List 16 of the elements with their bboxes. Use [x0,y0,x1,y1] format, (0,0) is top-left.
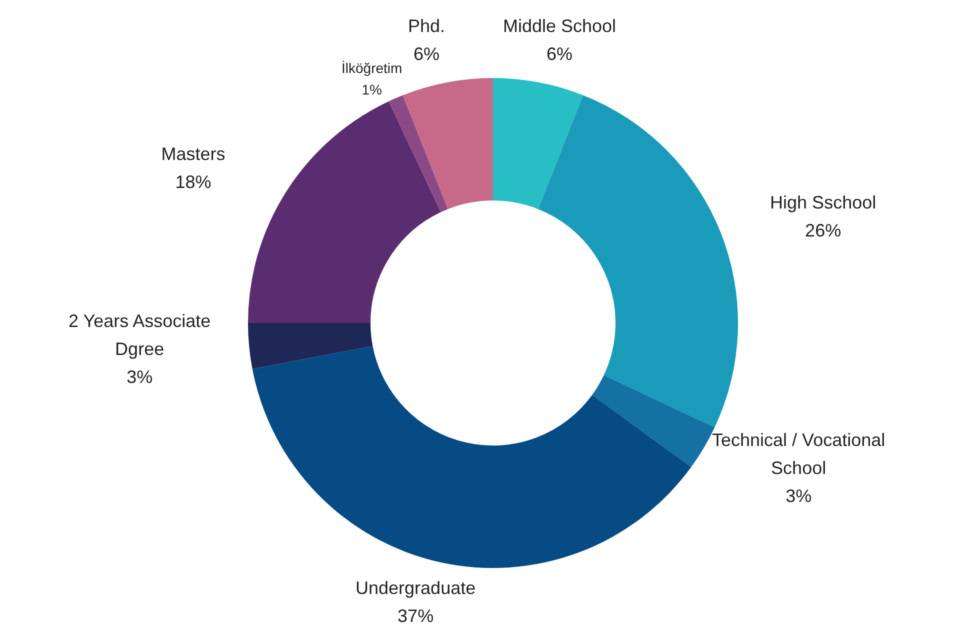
data-label: 3% [786,486,812,506]
slice-label: Technical / Vocational School [712,430,886,478]
slice-label: 2 Years Associate Dgree [68,311,211,359]
data-label: 18% [175,172,212,192]
slice-label: İlköğretim [342,60,402,76]
data-label: 26% [805,220,842,240]
data-label: 1% [362,82,382,98]
data-label: 6% [546,44,573,64]
slice-label: Middle School [502,16,616,36]
slice-label: Undergraduate [356,578,476,598]
slice-label: Masters [161,144,226,164]
slice-label: High Sschool [770,192,876,212]
data-label: 3% [126,366,153,387]
data-label: 37% [398,606,434,626]
data-label: 6% [413,44,440,64]
slice-label: Phd. [408,16,445,36]
